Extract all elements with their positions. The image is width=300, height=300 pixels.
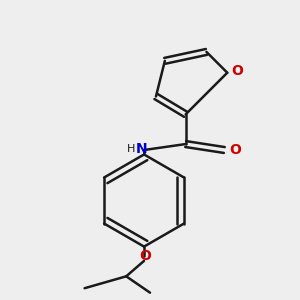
- Text: O: O: [229, 143, 241, 157]
- Text: H: H: [127, 143, 135, 154]
- Text: N: N: [135, 142, 147, 155]
- Text: O: O: [232, 64, 244, 78]
- Text: O: O: [140, 248, 152, 262]
